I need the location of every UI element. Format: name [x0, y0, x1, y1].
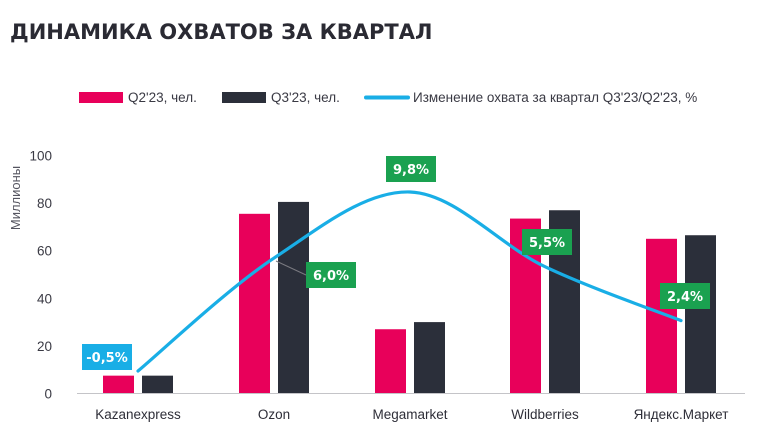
x-category-label: Kazanexpress — [95, 407, 181, 422]
y-axis-label: Миллионы — [8, 166, 23, 230]
change-data-labels: -0,5% 6,0% 9,8% 5,5% 2,4% — [82, 156, 710, 370]
change-label-text: 9,8% — [393, 163, 429, 178]
y-tick-label: 60 — [37, 244, 52, 259]
y-axis-ticks: 0 20 40 60 80 100 — [29, 149, 52, 402]
change-label-box — [522, 229, 572, 255]
change-label-box — [306, 262, 356, 288]
chart-title: ДИНАМИКА ОХВАТОВ ЗА КВАРТАЛ — [10, 20, 432, 44]
change-line — [136, 190, 683, 373]
bar-q2-2 — [375, 329, 406, 394]
bar-q3-4 — [685, 235, 716, 394]
change-label-1: 6,0% — [275, 260, 356, 288]
y-tick-label: 100 — [29, 149, 52, 164]
change-label-text: 2,4% — [667, 290, 703, 305]
x-category-label: Яндекс.Маркет — [634, 407, 729, 422]
x-category-label: Ozon — [258, 407, 290, 422]
legend-swatch-q2 — [79, 92, 123, 103]
bar-q3-2 — [414, 322, 445, 394]
change-label-leader — [275, 260, 307, 276]
y-tick-label: 80 — [37, 196, 52, 211]
legend-label-q3: Q3'23, чел. — [271, 90, 340, 105]
x-axis-categories: Kazanexpress Ozon Megamarket Wildberries Янд… — [95, 407, 728, 422]
change-label-box — [386, 156, 436, 182]
x-category-label: Megamarket — [372, 407, 447, 422]
change-label-4: 2,4% — [660, 283, 710, 309]
legend-swatch-q3 — [222, 92, 266, 103]
y-tick-label: 0 — [44, 387, 52, 402]
change-label-box — [82, 344, 132, 370]
change-label-box — [660, 283, 710, 309]
bar-q3-1 — [278, 201, 309, 394]
y-tick-label: 40 — [37, 291, 52, 306]
change-label-text: 5,5% — [529, 236, 565, 251]
change-label-2: 9,8% — [386, 156, 436, 182]
legend: Q2'23, чел. Q3'23, чел. Изменение охвата… — [79, 90, 697, 105]
legend-label-change: Изменение охвата за квартал Q3'23/Q2'23,… — [413, 90, 697, 105]
change-label-text: 6,0% — [313, 269, 349, 284]
bar-q2-0 — [103, 375, 134, 394]
change-label-0: -0,5% — [82, 344, 132, 370]
legend-label-q2: Q2'23, чел. — [128, 90, 197, 105]
y-tick-label: 20 — [37, 339, 52, 354]
change-label-3: 5,5% — [522, 229, 572, 255]
change-label-text: -0,5% — [86, 351, 127, 366]
bar-q3-0 — [142, 375, 173, 394]
bar-q2-1 — [239, 213, 270, 394]
x-category-label: Wildberries — [511, 407, 579, 422]
